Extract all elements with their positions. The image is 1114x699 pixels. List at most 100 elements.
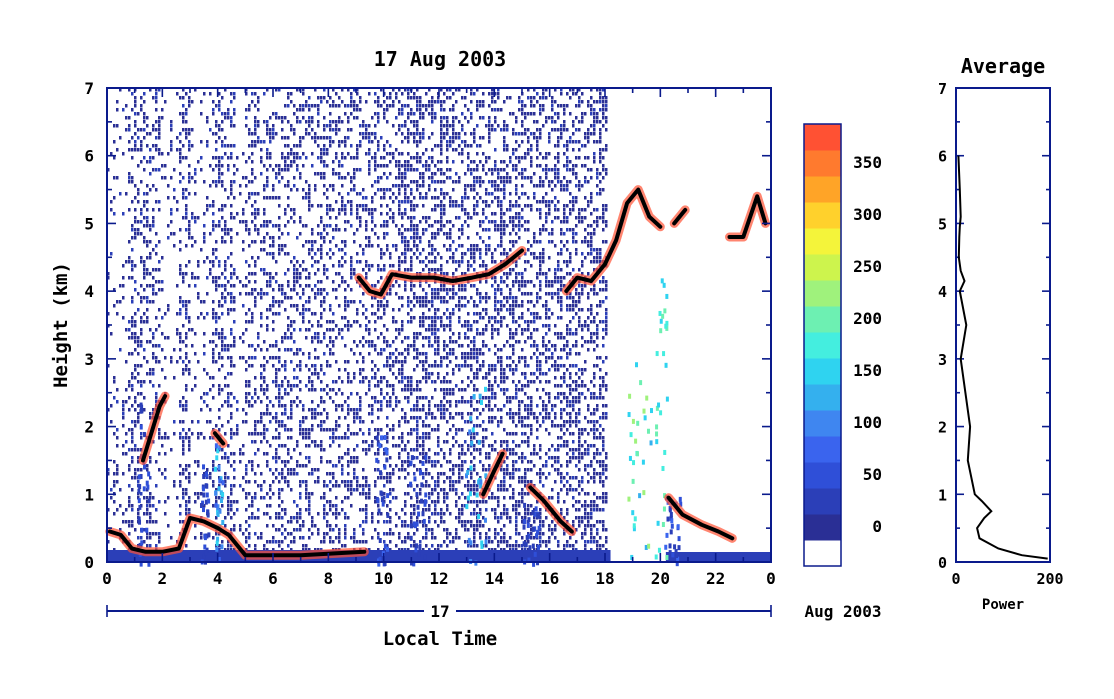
heatmap-cell	[476, 168, 479, 172]
heatmap-cell	[353, 176, 356, 180]
heatmap-cell	[323, 184, 326, 188]
heatmap-cell	[323, 496, 326, 500]
heatmap-cell	[425, 452, 428, 456]
heatmap-cell	[470, 452, 473, 456]
heatmap-cell	[227, 400, 230, 404]
heatmap-cell	[317, 356, 320, 360]
heatmap-cell	[368, 212, 371, 216]
heatmap-cell	[431, 300, 434, 304]
heatmap-cell	[422, 452, 425, 456]
heatmap-cell	[395, 328, 398, 332]
heatmap-cell	[155, 136, 158, 140]
heatmap-cell	[458, 456, 461, 460]
heatmap-cell	[344, 304, 347, 308]
heatmap-cell	[377, 428, 380, 432]
heatmap-cell	[284, 212, 287, 216]
heatmap-cell	[149, 416, 152, 420]
heatmap-cell	[389, 364, 392, 368]
heatmap-cell	[488, 420, 491, 424]
heatmap-cell	[410, 260, 413, 264]
heatmap-cell	[368, 152, 371, 156]
heatmap-cell	[302, 544, 305, 548]
heatmap-cell	[263, 184, 266, 188]
heatmap-cell	[431, 372, 434, 376]
heatmap-cell	[182, 116, 185, 120]
heatmap-cell	[398, 168, 401, 172]
heatmap-cell	[254, 104, 257, 108]
heatmap-cell	[284, 224, 287, 228]
heatmap-cell	[260, 416, 263, 420]
heatmap-cell	[206, 196, 209, 200]
heatmap-cell	[260, 160, 263, 164]
heatmap-cell	[305, 128, 308, 132]
heatmap-cell	[365, 512, 368, 516]
heatmap-cell	[158, 500, 161, 504]
heatmap-cell	[350, 180, 353, 184]
heatmap-cell	[170, 140, 173, 144]
heatmap-cell	[284, 308, 287, 312]
heatmap-cell	[491, 212, 494, 216]
heatmap-cell	[362, 304, 365, 308]
heatmap-cell	[464, 304, 467, 308]
heatmap-cell	[404, 164, 407, 168]
heatmap-cell	[494, 212, 497, 216]
heatmap-cell	[341, 120, 344, 124]
heatmap-cell	[221, 156, 224, 160]
heatmap-cell	[149, 340, 152, 344]
heatmap-cell	[179, 296, 182, 300]
heatmap-cell	[230, 192, 233, 196]
heatmap-cell	[179, 512, 182, 516]
heatmap-cell	[248, 480, 251, 484]
heatmap-cell	[263, 496, 266, 500]
heatmap-cell	[407, 160, 410, 164]
heatmap-cell	[332, 344, 335, 348]
heatmap-cell	[413, 132, 416, 136]
heatmap-cell	[398, 420, 401, 424]
heatmap-cell	[494, 292, 497, 296]
heatmap-cell	[215, 284, 218, 288]
heatmap-cell	[209, 436, 212, 440]
heatmap-cell	[473, 448, 476, 452]
heatmap-cell	[224, 376, 227, 380]
heatmap-cell	[395, 544, 398, 548]
heatmap-cell	[185, 156, 188, 160]
heatmap-cell	[176, 332, 179, 336]
heatmap-cell	[410, 512, 413, 516]
heatmap-cell	[290, 520, 293, 524]
heatmap-cell	[365, 316, 368, 320]
heatmap-cell	[452, 252, 455, 256]
heatmap-cell	[419, 112, 422, 116]
heatmap-cell	[446, 544, 449, 548]
heatmap-cell	[209, 128, 212, 132]
heatmap-cell	[134, 280, 137, 284]
heatmap-cell	[266, 280, 269, 284]
heatmap-cell	[272, 196, 275, 200]
heatmap-cell	[173, 168, 176, 172]
heatmap-cell	[368, 172, 371, 176]
heatmap-cell	[359, 420, 362, 424]
heatmap-cell	[389, 428, 392, 432]
main-title: 17 Aug 2003	[374, 47, 506, 71]
heatmap-cell	[131, 148, 134, 152]
heatmap-cell	[305, 496, 308, 500]
heatmap-cell	[290, 472, 293, 476]
heatmap-cell	[455, 528, 458, 532]
heatmap-cell	[386, 504, 389, 508]
heatmap-cell	[269, 196, 272, 200]
heatmap-cell	[440, 520, 443, 524]
heatmap-cell	[215, 124, 218, 128]
heatmap-cell	[215, 360, 218, 364]
heatmap-cell	[482, 468, 485, 472]
heatmap-cell	[284, 428, 287, 432]
heatmap-cell	[161, 348, 164, 352]
heatmap-cell	[359, 324, 362, 328]
heatmap-cell	[305, 308, 308, 312]
heatmap-cell	[440, 136, 443, 140]
heatmap-cell	[404, 212, 407, 216]
heatmap-cell	[254, 472, 257, 476]
heatmap-cell	[179, 312, 182, 316]
heatmap-cell	[443, 172, 446, 176]
heatmap-cell	[416, 160, 419, 164]
heatmap-cell	[470, 188, 473, 192]
heatmap-cell	[371, 140, 374, 144]
